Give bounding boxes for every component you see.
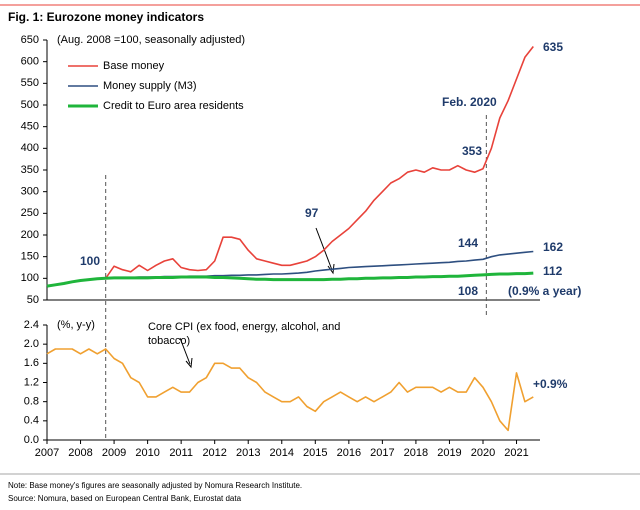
annotation: +0.9% <box>533 377 568 391</box>
annotation: tobacco) <box>148 335 190 347</box>
y-tick-label: 0.0 <box>24 434 39 446</box>
x-tick-label: 2018 <box>404 447 428 459</box>
legend-label: Base money <box>103 60 165 72</box>
annotation: 635 <box>543 40 563 54</box>
annotation: (0.9% a year) <box>508 284 581 298</box>
y-tick-label: 500 <box>21 99 39 111</box>
x-tick-label: 2021 <box>504 447 528 459</box>
x-tick-label: 2016 <box>337 447 361 459</box>
x-tick-label: 2007 <box>35 447 59 459</box>
legend-label: Money supply (M3) <box>103 80 197 92</box>
annotation: 162 <box>543 240 563 254</box>
annotation: (Aug. 2008 =100, seasonally adjusted) <box>57 34 245 46</box>
annotation: Feb. 2020 <box>442 95 497 109</box>
annotation: 108 <box>458 284 478 298</box>
y-tick-label: 250 <box>21 207 39 219</box>
arrow-head <box>327 263 335 275</box>
annotation: Core CPI (ex food, energy, alcohol, and <box>148 321 340 333</box>
arrow-head <box>185 357 193 369</box>
y-tick-label: 1.2 <box>24 376 39 388</box>
annotation: (%, y-y) <box>57 319 95 331</box>
annotation: 144 <box>458 236 478 250</box>
y-tick-label: 600 <box>21 56 39 68</box>
y-tick-label: 0.8 <box>24 396 39 408</box>
y-tick-label: 2.4 <box>24 319 39 331</box>
x-tick-label: 2017 <box>370 447 394 459</box>
legend-label: Credit to Euro area residents <box>103 100 244 112</box>
x-tick-label: 2011 <box>169 447 193 459</box>
y-tick-label: 2.0 <box>24 338 39 350</box>
series-line <box>46 348 534 432</box>
y-tick-label: 1.6 <box>24 357 39 369</box>
x-tick-label: 2009 <box>102 447 126 459</box>
y-tick-label: 650 <box>21 34 39 46</box>
annotation: 112 <box>543 264 563 278</box>
arrow <box>179 337 191 365</box>
y-tick-label: 350 <box>21 164 39 176</box>
x-tick-label: 2020 <box>471 447 495 459</box>
y-tick-label: 0.4 <box>24 415 39 427</box>
series-line <box>105 46 534 279</box>
x-tick-label: 2014 <box>270 447 294 459</box>
x-tick-label: 2010 <box>135 447 159 459</box>
x-tick-label: 2015 <box>303 447 327 459</box>
y-tick-label: 550 <box>21 77 39 89</box>
x-tick-label: 2008 <box>68 447 92 459</box>
x-tick-label: 2012 <box>202 447 226 459</box>
x-tick-label: 2019 <box>437 447 461 459</box>
annotation: 353 <box>462 144 482 158</box>
y-tick-label: 50 <box>27 294 39 306</box>
y-tick-label: 100 <box>21 272 39 284</box>
y-tick-label: 450 <box>21 121 39 133</box>
source: Source: Nomura, based on European Centra… <box>8 494 242 503</box>
y-tick-label: 400 <box>21 142 39 154</box>
chart-title: Fig. 1: Eurozone money indicators <box>8 10 204 24</box>
annotation: 100 <box>80 254 100 268</box>
annotation: 97 <box>305 206 319 220</box>
y-tick-label: 300 <box>21 186 39 198</box>
y-tick-label: 200 <box>21 229 39 241</box>
series-line <box>46 271 534 288</box>
x-tick-label: 2013 <box>236 447 260 459</box>
y-tick-label: 150 <box>21 251 39 263</box>
note: Note: Base money's figures are seasonall… <box>8 481 302 490</box>
